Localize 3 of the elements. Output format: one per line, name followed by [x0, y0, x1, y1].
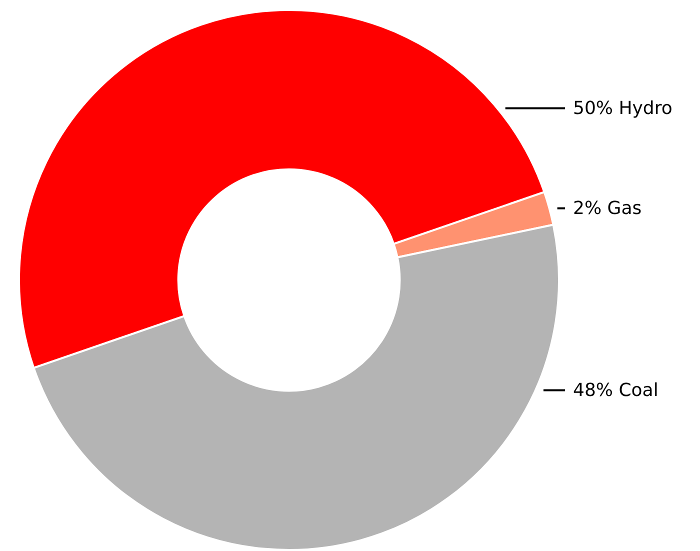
slice-label: 2% Gas: [573, 198, 642, 219]
slice-label: 48% Coal: [573, 380, 658, 401]
slice-label: 50% Hydro: [573, 98, 672, 119]
